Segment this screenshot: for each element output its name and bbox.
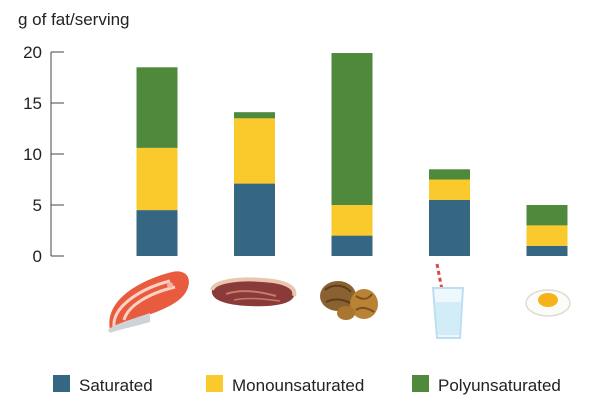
bar-walnuts-saturated	[331, 235, 373, 256]
bar-egg-saturated	[526, 245, 568, 256]
y-tick-label: 20	[23, 43, 42, 62]
bar-salmon-monounsaturated	[136, 147, 178, 211]
legend-label-monounsaturated: Monounsaturated	[232, 376, 364, 395]
y-tick-label: 5	[33, 196, 42, 215]
bar-beef-saturated	[234, 183, 275, 256]
bar-milk-monounsaturated	[429, 179, 470, 200]
food-icons	[108, 263, 571, 339]
salmon-steak-icon	[108, 271, 189, 333]
bar-salmon-polyunsaturated	[136, 67, 178, 148]
legend-label-saturated: Saturated	[79, 376, 153, 395]
bar-beef-polyunsaturated	[234, 112, 275, 119]
walnuts-icon	[320, 281, 378, 320]
bar-salmon-saturated	[136, 210, 178, 256]
y-tick-label: 0	[33, 247, 42, 266]
beef-steak-icon	[210, 277, 297, 307]
bar-walnuts-polyunsaturated	[331, 53, 373, 205]
legend-label-polyunsaturated: Polyunsaturated	[438, 376, 561, 395]
legend: Saturated Monounsaturated Polyunsaturated	[53, 375, 561, 395]
y-axis: 0 5 10 15 20	[23, 43, 64, 266]
bar-egg-polyunsaturated	[526, 205, 568, 226]
bars	[136, 53, 568, 256]
legend-swatch-saturated	[53, 375, 70, 392]
y-tick-label: 10	[23, 145, 42, 164]
bar-egg-monounsaturated	[526, 225, 568, 246]
legend-swatch-monounsaturated	[206, 375, 223, 392]
bar-beef-monounsaturated	[234, 118, 275, 184]
bar-milk-polyunsaturated	[429, 169, 470, 180]
y-axis-unit-label: g of fat/serving	[18, 10, 130, 29]
bar-walnuts-monounsaturated	[331, 205, 373, 236]
bar-milk-saturated	[429, 199, 470, 256]
y-tick-label: 15	[23, 94, 42, 113]
legend-swatch-polyunsaturated	[412, 375, 429, 392]
milk-glass-icon	[431, 263, 465, 339]
boiled-egg-icon	[525, 289, 571, 317]
